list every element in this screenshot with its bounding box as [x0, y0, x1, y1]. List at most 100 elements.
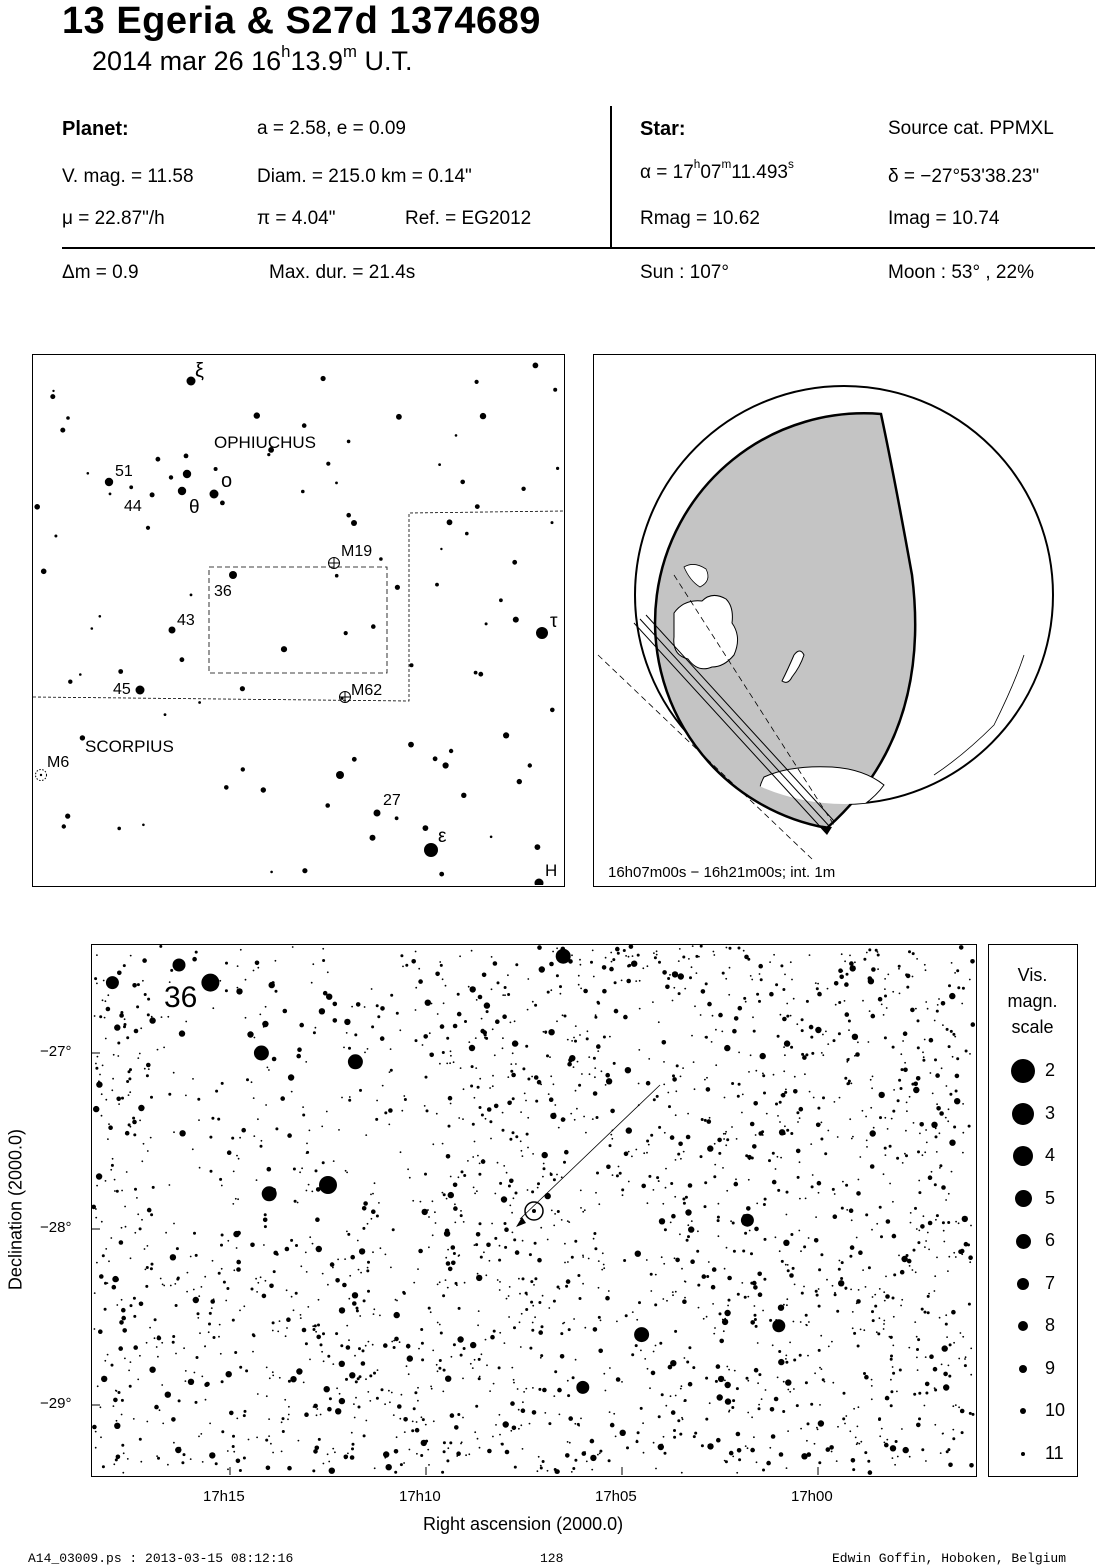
field-star	[501, 1128, 505, 1132]
field-star	[935, 1218, 937, 1221]
field-star	[865, 1139, 868, 1142]
field-star	[474, 1431, 477, 1434]
field-star	[513, 1020, 516, 1023]
field-star	[679, 1075, 682, 1078]
field-star	[103, 1016, 106, 1019]
field-star	[736, 1448, 742, 1453]
field-star	[856, 1344, 860, 1348]
field-star	[874, 1293, 877, 1296]
field-star	[379, 1247, 382, 1250]
field-star	[262, 1020, 269, 1028]
field-star	[893, 1089, 895, 1091]
field-star	[752, 1029, 756, 1033]
field-star	[758, 1373, 762, 1377]
field-star	[170, 968, 174, 972]
field-star	[431, 1200, 434, 1203]
field-star	[239, 1309, 241, 1312]
field-star	[332, 1447, 335, 1450]
field-star	[405, 1365, 408, 1368]
finder-star	[60, 427, 66, 433]
field-star	[923, 1404, 926, 1407]
field-star	[667, 977, 671, 980]
field-star	[96, 1176, 99, 1178]
field-star	[287, 1413, 290, 1416]
field-star	[838, 1001, 842, 1004]
field-star	[255, 1277, 257, 1280]
field-star	[385, 1464, 392, 1471]
field-star	[961, 1253, 964, 1256]
field-star	[721, 971, 725, 975]
field-star	[752, 1016, 754, 1019]
field-star	[430, 1002, 433, 1005]
field-star	[231, 1445, 235, 1448]
finder-star	[422, 825, 429, 831]
field-star	[244, 978, 247, 981]
field-star	[145, 1341, 148, 1344]
field-star	[609, 1422, 615, 1428]
field-star	[137, 1057, 140, 1059]
field-star	[400, 954, 404, 958]
field-star	[605, 1078, 613, 1085]
field-star	[597, 1453, 599, 1456]
field-star	[274, 959, 277, 962]
field-star	[463, 1281, 466, 1284]
field-star	[456, 1451, 461, 1456]
planet-orbit: a = 2.58, e = 0.09	[257, 118, 406, 139]
field-star	[452, 1182, 458, 1188]
field-star	[367, 1391, 370, 1393]
minute-symbol: m	[343, 42, 357, 61]
field-star	[844, 1076, 848, 1080]
field-star	[403, 1095, 406, 1097]
field-star	[627, 1150, 630, 1153]
field-star	[527, 1116, 530, 1119]
field-star	[429, 1053, 432, 1055]
field-star	[371, 1209, 376, 1214]
target-star	[532, 1209, 536, 1213]
field-star	[724, 1309, 731, 1317]
field-star	[620, 979, 623, 982]
field-star	[268, 1435, 270, 1437]
field-star	[606, 1164, 611, 1170]
field-star	[759, 978, 763, 982]
finder-star	[177, 486, 187, 496]
field-star	[129, 1361, 132, 1363]
field-star	[420, 1341, 424, 1345]
finder-star	[553, 387, 558, 392]
field-star	[787, 1430, 789, 1432]
field-star	[507, 993, 511, 996]
field-star	[801, 1453, 808, 1460]
y-tick-29: −29°	[40, 1395, 72, 1412]
field-star	[486, 1364, 488, 1367]
field-star	[271, 1056, 277, 1062]
field-star	[870, 982, 873, 984]
field-star	[882, 1328, 885, 1330]
field-star	[414, 1391, 418, 1395]
field-star	[523, 1391, 525, 1393]
field-star	[861, 1109, 864, 1112]
field-star	[677, 973, 684, 980]
field-star	[100, 1220, 103, 1223]
field-star	[212, 1336, 216, 1339]
field-star	[408, 1176, 411, 1179]
field-star	[542, 1175, 544, 1178]
field-star	[925, 1129, 927, 1131]
field-star	[936, 1106, 941, 1111]
field-star	[243, 1409, 247, 1413]
field-star	[822, 1096, 825, 1100]
field-star	[711, 1267, 717, 1272]
field-star	[814, 1372, 816, 1375]
field-star	[526, 1008, 529, 1011]
field-star	[380, 1388, 384, 1392]
field-star	[674, 1290, 677, 1293]
field-star	[691, 1034, 693, 1037]
field-star	[476, 1190, 478, 1193]
field-star	[128, 1077, 132, 1081]
finder-star	[465, 531, 469, 536]
field-star	[456, 992, 460, 996]
field-star	[576, 1060, 579, 1063]
field-star	[753, 1285, 758, 1290]
field-star	[588, 1056, 591, 1058]
field-star	[335, 1408, 342, 1415]
field-star	[657, 1021, 660, 1024]
field-star	[553, 1395, 556, 1397]
